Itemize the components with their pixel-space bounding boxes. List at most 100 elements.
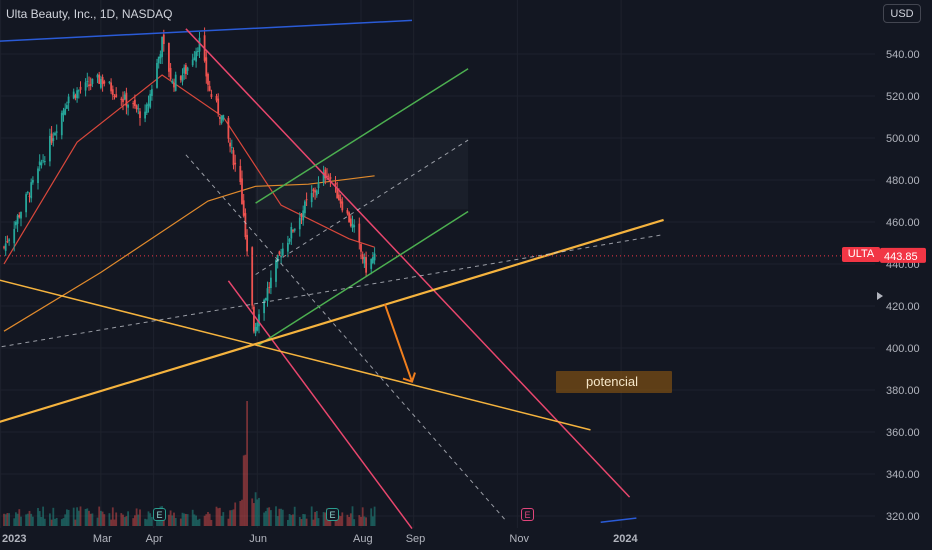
candle-body [137, 108, 140, 110]
currency-button[interactable]: USD [883, 4, 921, 23]
candle-body [326, 175, 328, 177]
candle-body [110, 82, 112, 92]
volume-bar [246, 401, 248, 526]
candle-body [346, 210, 349, 214]
symbol-title: Ulta Beauty, Inc., 1D, NASDAQ [6, 7, 173, 21]
candle-body [76, 90, 78, 99]
candle-body [334, 183, 337, 185]
candle-body [298, 217, 301, 230]
candle-body [239, 165, 242, 183]
volume-bar [232, 509, 235, 526]
annotation-box[interactable] [556, 371, 672, 393]
candle-body [276, 254, 279, 262]
drawing-tools [0, 19, 842, 530]
volume-bar [253, 503, 255, 526]
candle-body [270, 277, 272, 289]
candle-body [219, 116, 221, 119]
candle-body [18, 214, 21, 218]
volume-bar [67, 509, 70, 526]
volume-bar [207, 511, 209, 526]
candle-body [196, 51, 199, 53]
volume-bar [183, 513, 186, 526]
candle-body [215, 95, 218, 101]
earnings-event-icon[interactable]: E [153, 508, 166, 521]
volume-bar [103, 514, 106, 526]
candle-body [120, 98, 123, 100]
candle-body [125, 92, 128, 107]
volume-bar [110, 519, 112, 526]
candle-body [98, 74, 101, 84]
candle-body [288, 238, 291, 242]
volume-bar [208, 513, 211, 526]
candle-body [290, 226, 293, 239]
volume-bar [88, 510, 90, 526]
candle-body [351, 223, 354, 228]
volume-bar [38, 511, 41, 526]
volume-bar [196, 519, 199, 526]
scroll-right-arrow-icon[interactable] [877, 292, 883, 300]
candle-body [324, 169, 327, 179]
volume-bar [28, 510, 31, 526]
volume-bar [220, 515, 223, 526]
volume-bars [3, 401, 376, 526]
volume-bar [8, 513, 10, 526]
volume-bar [193, 514, 196, 526]
candle-body [353, 225, 356, 228]
volume-bar [266, 507, 269, 526]
volume-bar [151, 516, 153, 526]
candle-body [341, 201, 344, 211]
time-tick-label: Aug [353, 533, 373, 545]
price-tick-label: 380.00 [886, 385, 920, 397]
trendline-line [600, 517, 637, 524]
volume-bar [305, 518, 308, 526]
candle-body [222, 114, 225, 120]
candle-body [198, 37, 201, 52]
candle-body [122, 98, 124, 103]
time-tick-label: Apr [146, 533, 163, 545]
candle-body [20, 212, 22, 219]
candle-body [186, 67, 189, 71]
volume-bar [157, 518, 160, 526]
candle-body [103, 81, 106, 84]
volume-bar [360, 516, 362, 526]
candle-body [52, 138, 55, 141]
candle-body [54, 133, 56, 136]
volume-bar [139, 509, 141, 526]
candle-body [179, 76, 182, 80]
earnings-event-icon[interactable]: E [326, 508, 339, 521]
volume-bar [315, 511, 318, 526]
earnings-event-icon[interactable]: E [521, 508, 534, 521]
candle-body [217, 98, 220, 114]
volume-bar [264, 511, 267, 526]
volume-bar [76, 507, 78, 526]
candle-body [181, 75, 184, 82]
candle-body [79, 86, 82, 90]
price-tick-label: 360.00 [886, 427, 920, 439]
volume-bar [174, 517, 177, 526]
volume-bar [230, 510, 233, 526]
volume-bar [49, 513, 51, 526]
candle-body [66, 105, 68, 109]
candle-body [88, 84, 90, 87]
candle-body [156, 62, 158, 88]
candle-body [43, 161, 46, 163]
candle-body [100, 79, 102, 88]
volume-bar [288, 513, 291, 526]
volume-bar [302, 513, 305, 526]
volume-bar [338, 515, 340, 526]
price-tick-label: 480.00 [886, 175, 920, 187]
volume-bar [134, 515, 136, 526]
volume-bar [314, 512, 316, 526]
volume-bar [84, 508, 87, 526]
candle-body [74, 95, 77, 98]
volume-bar [168, 514, 170, 526]
candle-body [173, 82, 175, 88]
volume-bar [185, 513, 187, 526]
annotation-text[interactable]: potencial [586, 374, 639, 389]
volume-bar [77, 510, 80, 526]
volume-bar [372, 516, 374, 526]
volume-bar [317, 518, 320, 526]
volume-bar [98, 506, 101, 526]
candle-body [86, 81, 89, 83]
